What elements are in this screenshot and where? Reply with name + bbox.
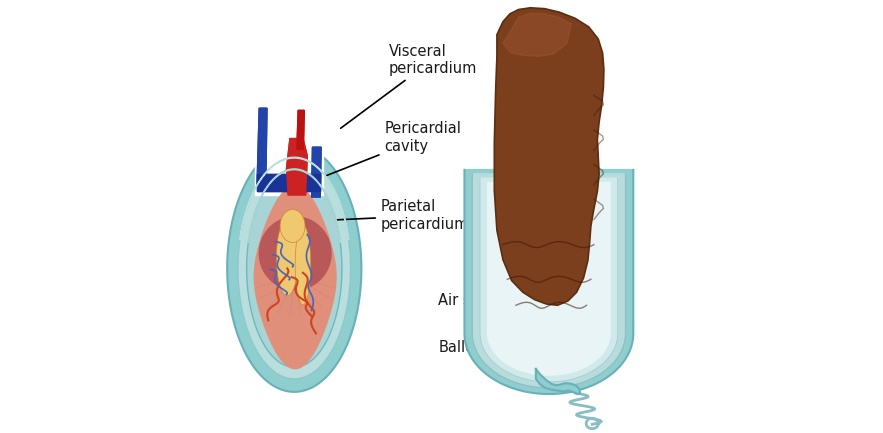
Polygon shape — [494, 8, 604, 305]
Text: Visceral
pericardium: Visceral pericardium — [341, 44, 477, 128]
Polygon shape — [280, 210, 305, 242]
Polygon shape — [503, 13, 571, 56]
Polygon shape — [257, 108, 267, 186]
Text: Pericardial
cavity: Pericardial cavity — [327, 122, 461, 176]
Polygon shape — [276, 220, 298, 296]
Polygon shape — [259, 216, 332, 291]
Polygon shape — [227, 145, 361, 392]
Polygon shape — [312, 147, 321, 197]
Polygon shape — [253, 185, 336, 369]
Polygon shape — [297, 110, 305, 149]
Polygon shape — [312, 147, 321, 197]
Polygon shape — [464, 169, 633, 394]
Polygon shape — [257, 174, 321, 191]
Polygon shape — [295, 225, 311, 305]
Polygon shape — [255, 143, 323, 195]
Polygon shape — [240, 157, 349, 240]
Polygon shape — [536, 369, 580, 394]
Polygon shape — [297, 110, 305, 149]
Polygon shape — [480, 178, 618, 382]
Text: Parietal
pericardium: Parietal pericardium — [319, 200, 469, 232]
Text: Balloon: Balloon — [439, 340, 522, 355]
Polygon shape — [257, 108, 267, 186]
Polygon shape — [472, 173, 625, 388]
Polygon shape — [487, 182, 611, 376]
Polygon shape — [286, 139, 307, 195]
Polygon shape — [238, 158, 351, 379]
Polygon shape — [257, 174, 321, 191]
Text: Air space: Air space — [439, 294, 522, 308]
Polygon shape — [248, 169, 340, 243]
Polygon shape — [246, 170, 342, 367]
Polygon shape — [286, 139, 307, 195]
